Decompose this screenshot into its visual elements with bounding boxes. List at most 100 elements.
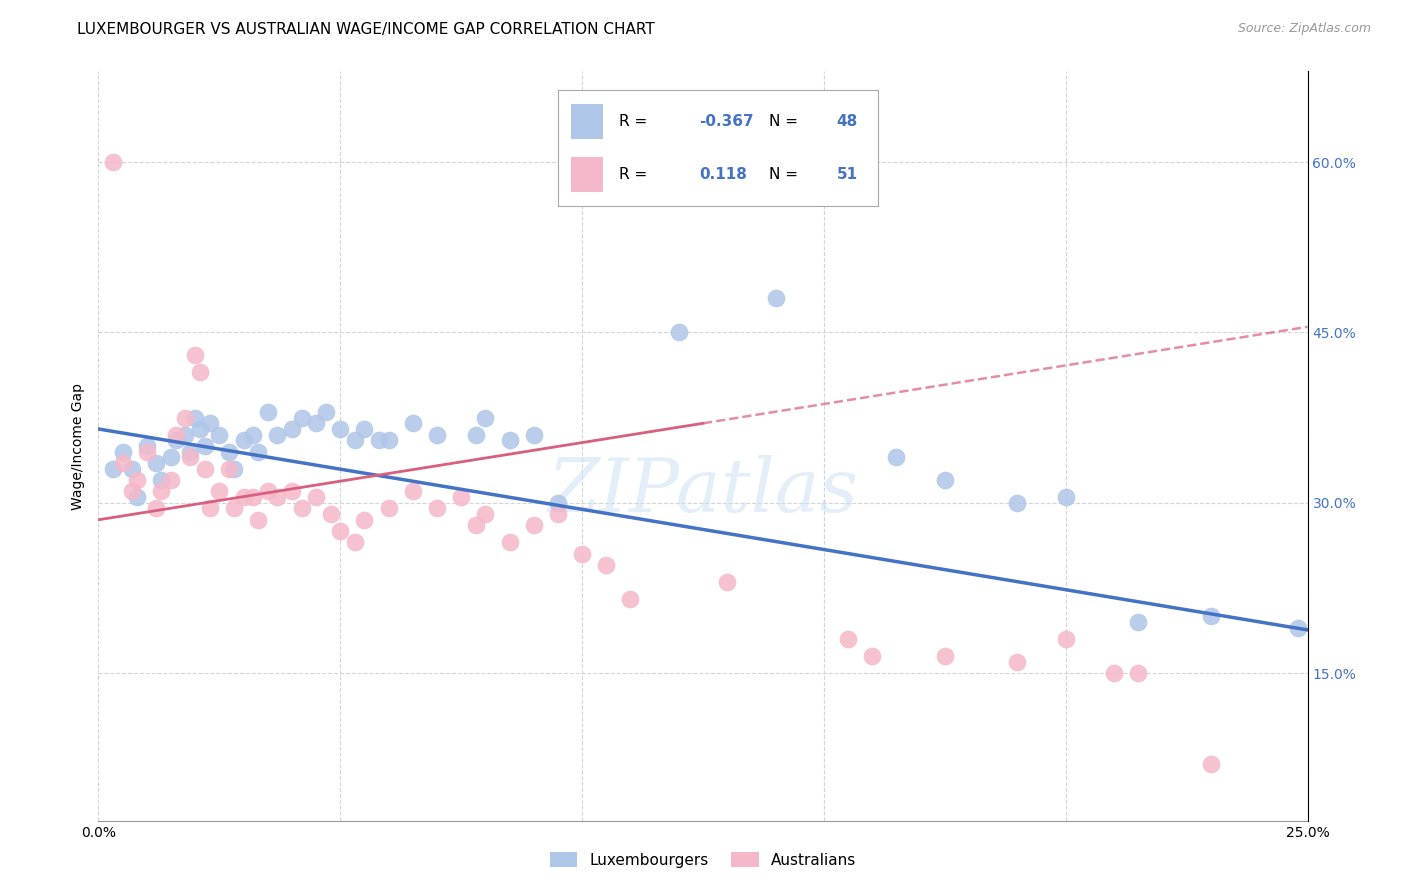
Point bbox=[402, 484, 425, 499]
Point bbox=[934, 473, 956, 487]
Point bbox=[464, 518, 486, 533]
Point bbox=[353, 422, 375, 436]
Point bbox=[281, 484, 304, 499]
Point bbox=[127, 473, 149, 487]
Point bbox=[886, 450, 908, 465]
Point bbox=[716, 575, 738, 590]
Point bbox=[150, 484, 173, 499]
Point bbox=[208, 427, 231, 442]
Point bbox=[1128, 615, 1150, 629]
Point bbox=[343, 434, 366, 448]
Point bbox=[329, 524, 352, 538]
Point bbox=[315, 405, 337, 419]
Point bbox=[377, 434, 399, 448]
Point bbox=[1007, 496, 1029, 510]
Point bbox=[547, 507, 569, 521]
Point bbox=[1199, 756, 1222, 771]
Point bbox=[329, 422, 352, 436]
Point bbox=[174, 427, 197, 442]
Point bbox=[1128, 666, 1150, 681]
Point bbox=[305, 490, 328, 504]
Point bbox=[281, 422, 304, 436]
Point bbox=[218, 444, 240, 458]
Point bbox=[135, 444, 157, 458]
Point bbox=[837, 632, 859, 646]
Point bbox=[498, 434, 520, 448]
Point bbox=[218, 461, 240, 475]
Point bbox=[121, 484, 143, 499]
Point bbox=[145, 456, 167, 470]
Point bbox=[266, 427, 288, 442]
Point bbox=[188, 422, 211, 436]
Point bbox=[150, 473, 173, 487]
Point bbox=[222, 461, 245, 475]
Point bbox=[127, 490, 149, 504]
Legend: Luxembourgers, Australians: Luxembourgers, Australians bbox=[544, 846, 862, 873]
Point bbox=[242, 490, 264, 504]
Point bbox=[256, 405, 278, 419]
Point bbox=[194, 439, 217, 453]
Point bbox=[247, 444, 270, 458]
Point bbox=[101, 155, 124, 169]
Point bbox=[353, 513, 375, 527]
Point bbox=[194, 461, 217, 475]
Point bbox=[305, 417, 328, 431]
Point bbox=[290, 410, 312, 425]
Point bbox=[179, 444, 201, 458]
Point bbox=[290, 501, 312, 516]
Point bbox=[135, 439, 157, 453]
Point bbox=[595, 558, 617, 573]
Point bbox=[571, 547, 593, 561]
Point bbox=[232, 490, 254, 504]
Point bbox=[368, 434, 391, 448]
Point bbox=[111, 444, 134, 458]
Point bbox=[174, 410, 197, 425]
Point bbox=[145, 501, 167, 516]
Point bbox=[1286, 621, 1309, 635]
Point bbox=[426, 501, 449, 516]
Point bbox=[184, 410, 207, 425]
Point bbox=[160, 473, 183, 487]
Point bbox=[860, 648, 883, 663]
Point bbox=[247, 513, 270, 527]
Point bbox=[474, 507, 496, 521]
Point bbox=[266, 490, 288, 504]
Point bbox=[101, 461, 124, 475]
Point bbox=[426, 427, 449, 442]
Point bbox=[1054, 490, 1077, 504]
Point bbox=[402, 417, 425, 431]
Point bbox=[619, 592, 641, 607]
Point bbox=[179, 450, 201, 465]
Point bbox=[165, 434, 187, 448]
Point bbox=[256, 484, 278, 499]
Point bbox=[121, 461, 143, 475]
Point bbox=[377, 501, 399, 516]
Point bbox=[232, 434, 254, 448]
Y-axis label: Wage/Income Gap: Wage/Income Gap bbox=[72, 383, 86, 509]
Point bbox=[1199, 609, 1222, 624]
Point bbox=[523, 427, 546, 442]
Point bbox=[160, 450, 183, 465]
Point bbox=[208, 484, 231, 499]
Point bbox=[668, 326, 690, 340]
Point bbox=[464, 427, 486, 442]
Point bbox=[198, 501, 221, 516]
Point bbox=[111, 456, 134, 470]
Point bbox=[222, 501, 245, 516]
Point bbox=[1054, 632, 1077, 646]
Point bbox=[165, 427, 187, 442]
Text: LUXEMBOURGER VS AUSTRALIAN WAGE/INCOME GAP CORRELATION CHART: LUXEMBOURGER VS AUSTRALIAN WAGE/INCOME G… bbox=[77, 22, 655, 37]
Text: ZIPatlas: ZIPatlas bbox=[547, 455, 859, 527]
Point bbox=[498, 535, 520, 549]
Point bbox=[319, 507, 342, 521]
Point bbox=[242, 427, 264, 442]
Point bbox=[1102, 666, 1125, 681]
Point bbox=[188, 365, 211, 379]
Point bbox=[765, 292, 787, 306]
Point bbox=[343, 535, 366, 549]
Text: Source: ZipAtlas.com: Source: ZipAtlas.com bbox=[1237, 22, 1371, 36]
Point bbox=[184, 348, 207, 362]
Point bbox=[198, 417, 221, 431]
Point bbox=[523, 518, 546, 533]
Point bbox=[450, 490, 472, 504]
